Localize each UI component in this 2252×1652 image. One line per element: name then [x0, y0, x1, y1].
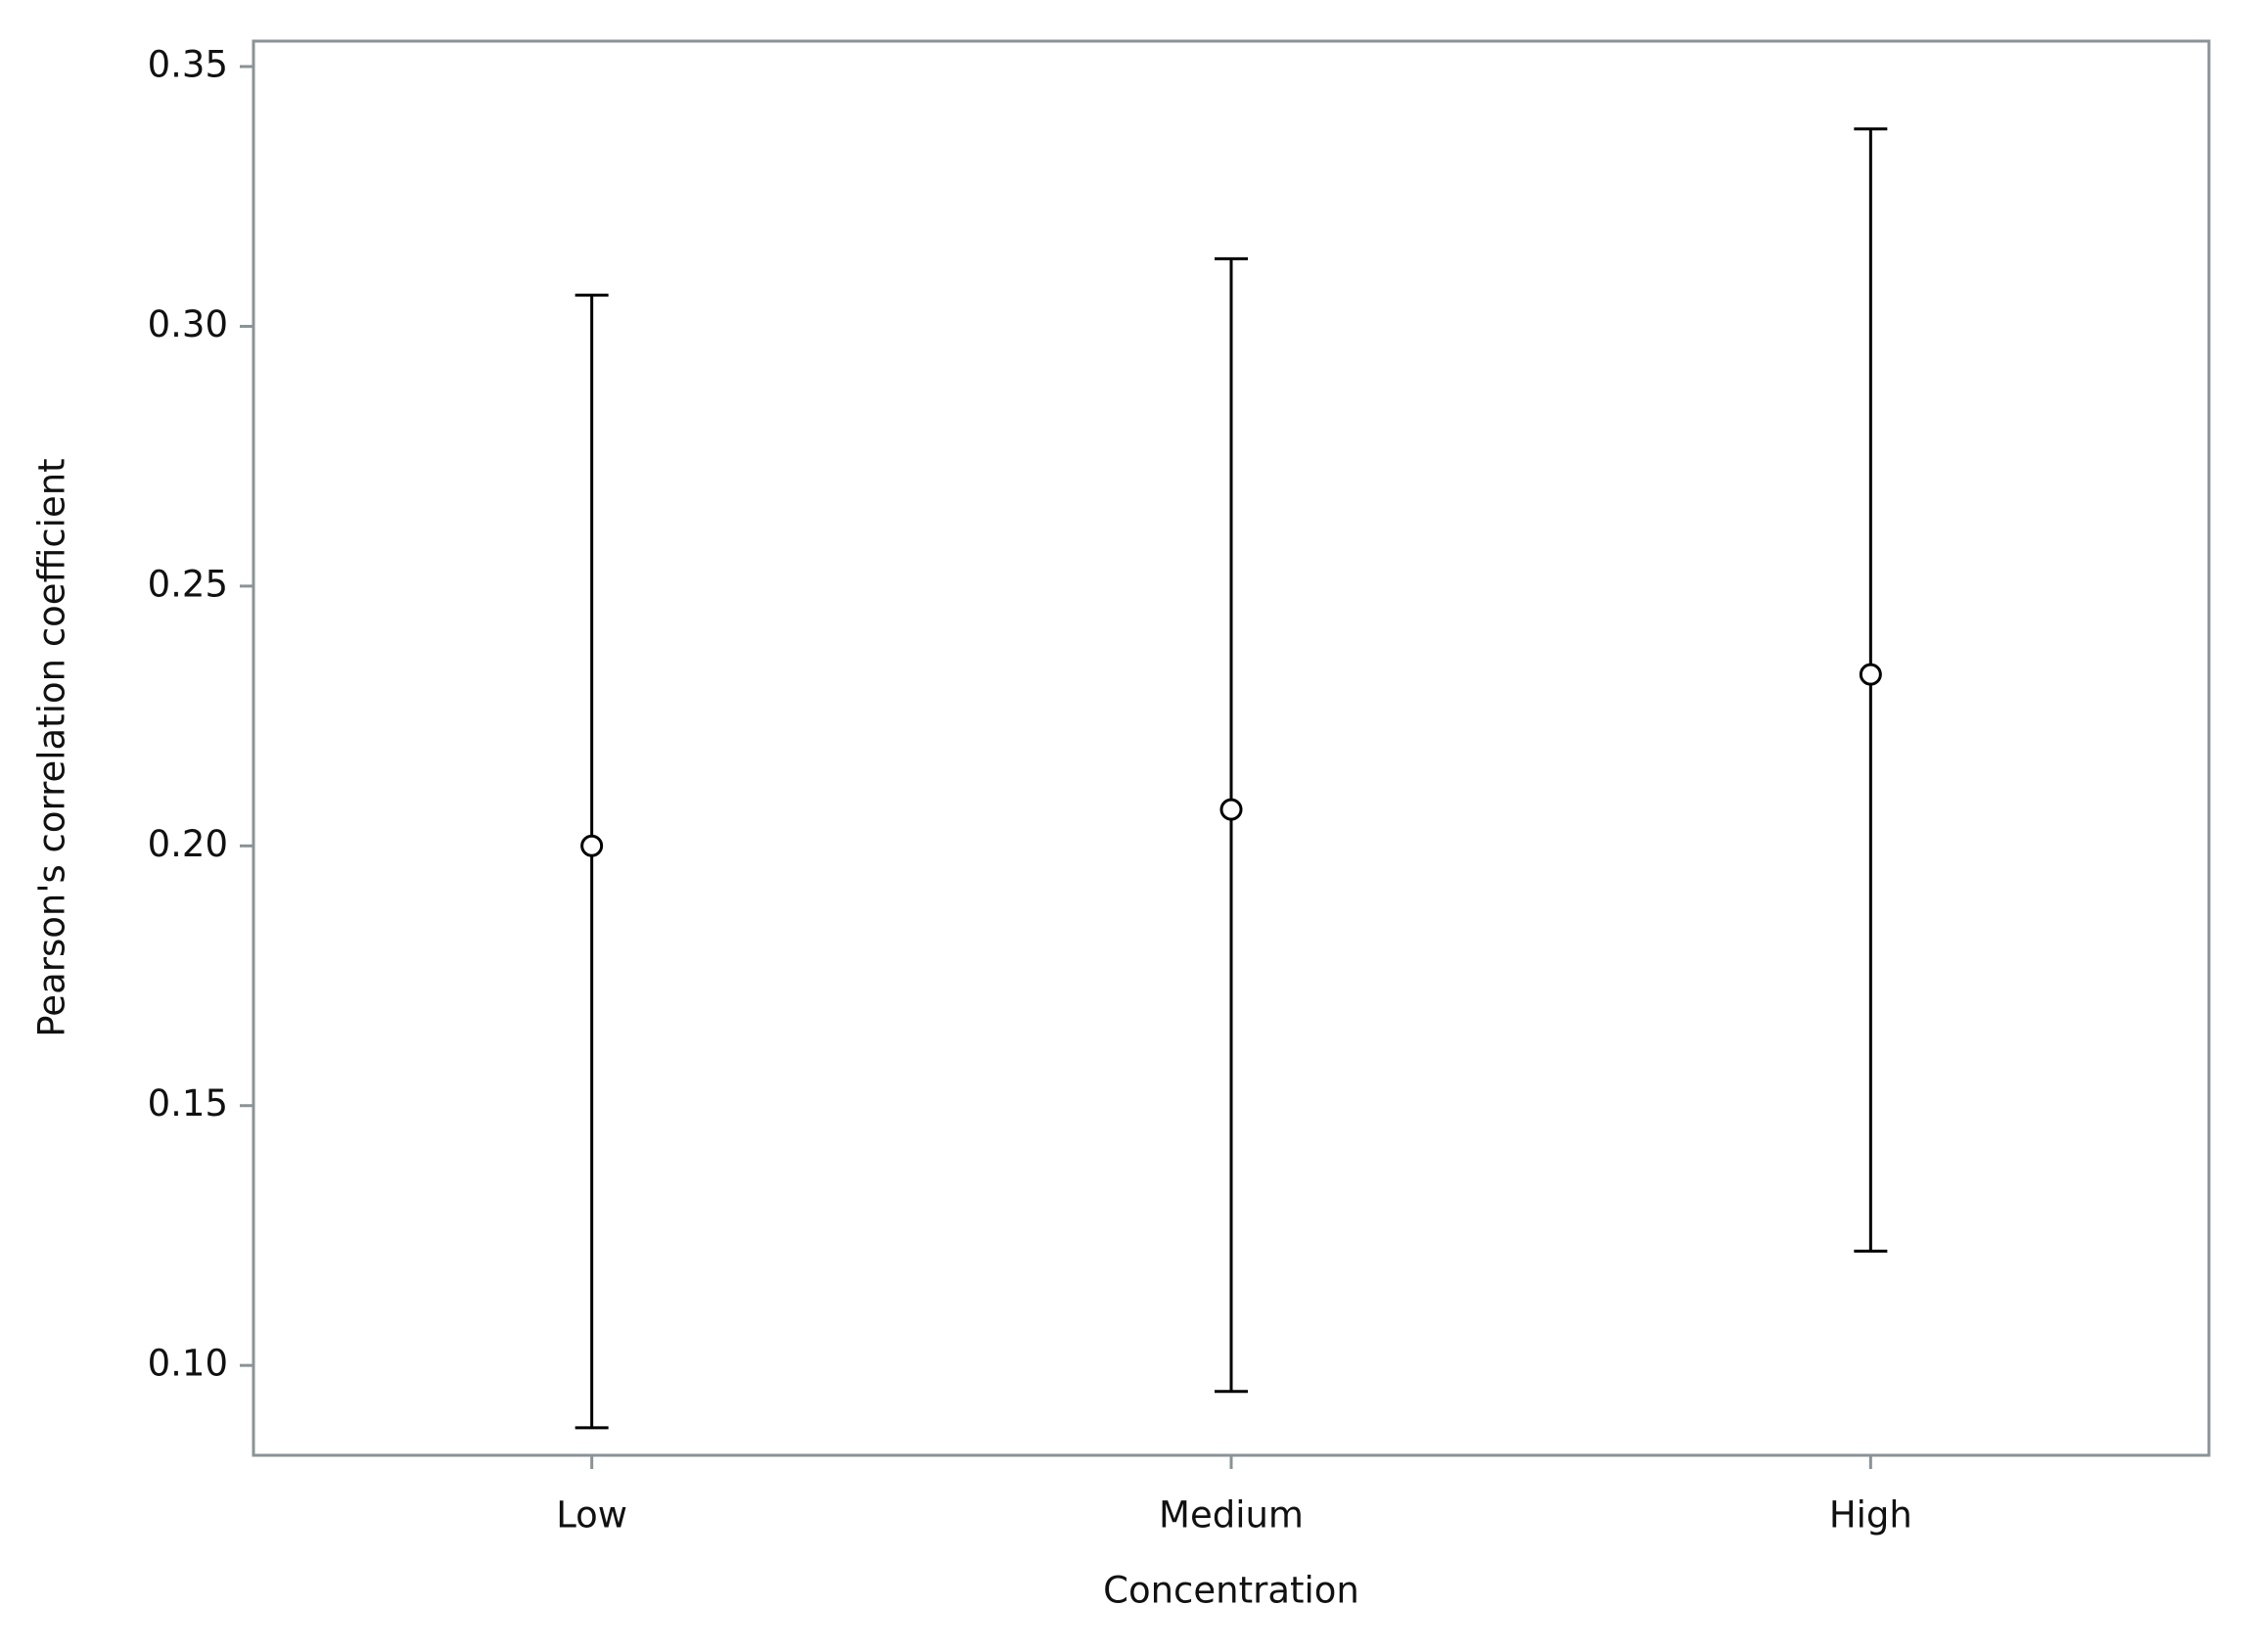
- y-tick-label: 0.20: [148, 823, 228, 865]
- y-tick-label: 0.35: [148, 44, 228, 86]
- x-axis-label: Concentration: [1103, 1570, 1359, 1612]
- y-tick-label: 0.25: [148, 563, 228, 605]
- x-tick-label: High: [1829, 1494, 1912, 1537]
- x-tick-label: Low: [556, 1494, 627, 1537]
- point: [1859, 663, 1882, 686]
- y-tick-label: 0.15: [148, 1082, 228, 1124]
- point: [580, 834, 604, 857]
- y-tick-label: 0.30: [148, 303, 228, 345]
- y-tick-label: 0.10: [148, 1343, 228, 1385]
- point: [1219, 798, 1243, 821]
- y-axis-label: Pearson's correlation coefficient: [31, 458, 73, 1036]
- x-tick-label: Medium: [1159, 1494, 1304, 1537]
